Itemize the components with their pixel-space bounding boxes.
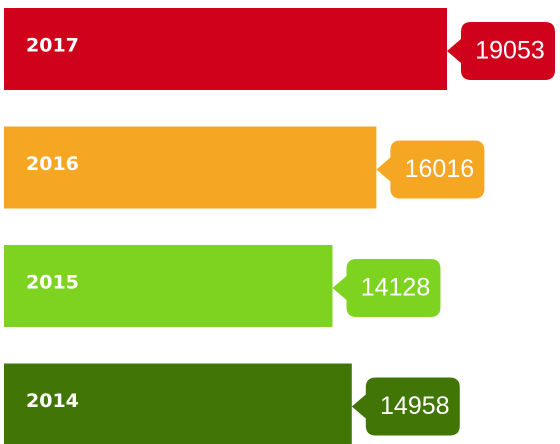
category-label: 2016 <box>26 153 79 175</box>
category-label: 2014 <box>26 390 79 412</box>
bar <box>4 363 352 444</box>
value-label: 19053 <box>475 37 545 65</box>
value-callout <box>447 22 555 80</box>
value-callout <box>376 140 485 199</box>
value-callout <box>351 377 460 436</box>
value-label: 14128 <box>361 274 431 302</box>
value-label: 16016 <box>405 155 475 183</box>
value-label: 14958 <box>380 392 450 420</box>
category-label: 2015 <box>26 272 79 294</box>
category-label: 2017 <box>26 35 79 57</box>
value-callout <box>332 259 441 317</box>
bar <box>4 245 333 327</box>
bar <box>4 126 377 209</box>
bar <box>4 8 447 90</box>
